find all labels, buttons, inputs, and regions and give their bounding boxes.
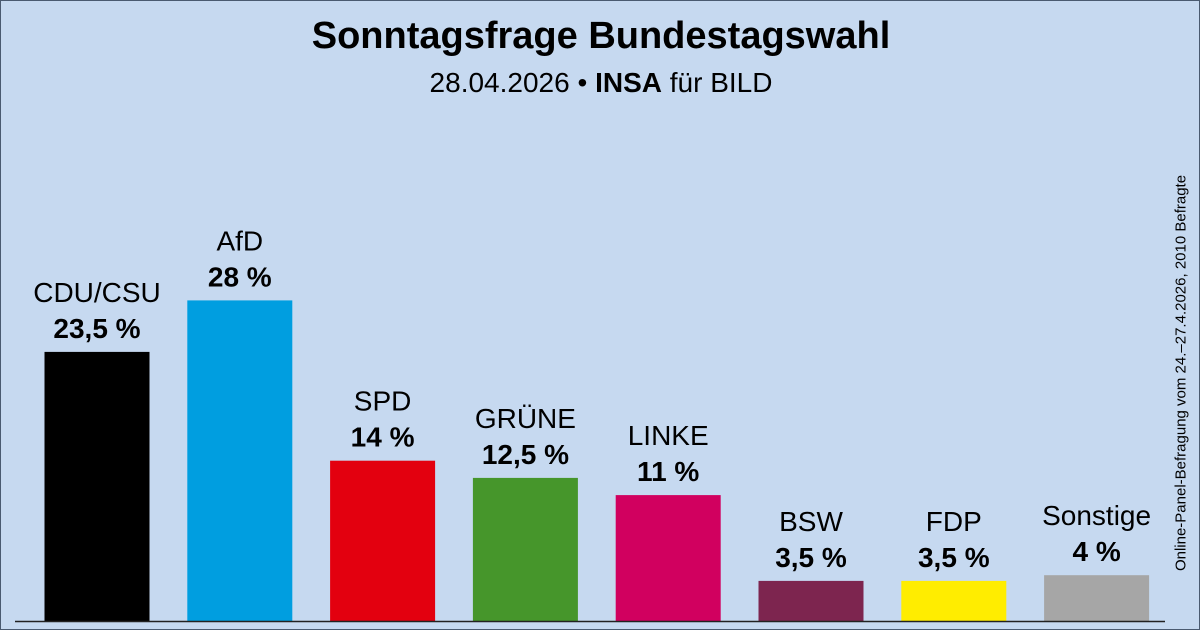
poll-client: für BILD — [669, 67, 773, 98]
category-label-spd: SPD — [354, 386, 412, 417]
bar-linke — [615, 495, 721, 621]
survey-note: Online-Panel-Befragung vom 24.–27.4.2026… — [1172, 174, 1190, 572]
value-label-afd: 28 % — [208, 261, 272, 292]
poll-institute: INSA — [595, 67, 662, 98]
bar-afd — [187, 300, 293, 621]
bar-spd — [330, 460, 436, 621]
category-label-fdp: FDP — [926, 506, 982, 537]
value-label-sonstige: 4 % — [1072, 536, 1120, 567]
category-label-linke: LINKE — [628, 420, 709, 451]
value-label-cdu-csu: 23,5 % — [53, 313, 140, 344]
chart-title: Sonntagsfrage Bundestagswahl — [311, 15, 891, 57]
bar-fdp — [901, 580, 1007, 621]
category-label-cdu-csu: CDU/CSU — [33, 277, 161, 308]
bar-gr-ne — [472, 477, 578, 621]
category-label-sonstige: Sonstige — [1042, 500, 1151, 531]
poll-date: 28.04.2026 — [429, 67, 570, 98]
value-label-linke: 11 % — [637, 456, 699, 487]
bar-sonstige — [1044, 575, 1150, 621]
category-label-afd: AfD — [216, 225, 263, 256]
bar-bsw — [758, 580, 864, 621]
value-label-bsw: 3,5 % — [775, 542, 847, 573]
value-label-gr-ne: 12,5 % — [482, 439, 569, 470]
value-label-spd: 14 % — [351, 422, 415, 453]
value-label-fdp: 3,5 % — [918, 542, 990, 573]
category-label-bsw: BSW — [779, 506, 843, 537]
chart-subtitle: 28.04.2026 • INSA für BILD — [1, 67, 1200, 99]
bar-cdu-csu — [44, 351, 150, 621]
subtitle-separator: • — [577, 67, 588, 98]
category-label-gr-ne: GRÜNE — [475, 403, 576, 434]
